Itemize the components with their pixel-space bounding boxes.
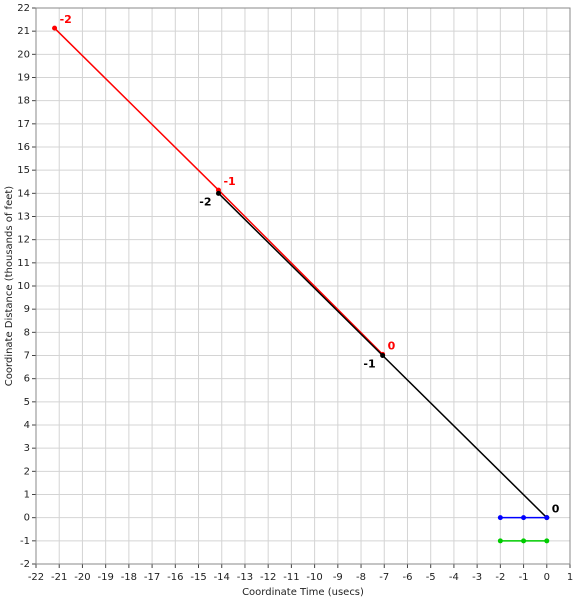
point bbox=[497, 515, 503, 521]
x-tick-label: -20 bbox=[74, 572, 90, 583]
y-tick-label: 21 bbox=[17, 26, 30, 37]
x-tick-label: -5 bbox=[426, 572, 436, 583]
point bbox=[544, 538, 550, 544]
x-tick-label: -15 bbox=[190, 572, 206, 583]
y-tick-label: 18 bbox=[17, 96, 30, 107]
x-tick-label: -19 bbox=[97, 572, 113, 583]
x-tick-label: -1 bbox=[519, 572, 529, 583]
x-tick-label: -9 bbox=[333, 572, 343, 583]
y-tick-label: 10 bbox=[17, 281, 30, 292]
y-tick-label: 11 bbox=[17, 258, 30, 269]
point bbox=[497, 538, 503, 544]
y-tick-label: 15 bbox=[17, 165, 30, 176]
x-tick-label: -11 bbox=[283, 572, 299, 583]
x-tick-label: 0 bbox=[544, 572, 550, 583]
y-tick-label: 7 bbox=[24, 351, 30, 362]
x-tick-label: -10 bbox=[306, 572, 322, 583]
point bbox=[215, 190, 221, 196]
y-tick-label: 12 bbox=[17, 235, 30, 246]
x-tick-label: 1 bbox=[567, 572, 573, 583]
y-tick-label: 20 bbox=[17, 49, 30, 60]
x-tick-label: -16 bbox=[167, 572, 183, 583]
point bbox=[380, 353, 386, 358]
y-tick-label: 0 bbox=[24, 513, 30, 524]
x-tick-label: -3 bbox=[472, 572, 482, 583]
point-label: -2 bbox=[199, 195, 211, 208]
x-tick-label: -21 bbox=[51, 572, 67, 583]
y-tick-label: 5 bbox=[24, 397, 30, 408]
y-tick-label: 9 bbox=[24, 304, 30, 315]
y-tick-label: 6 bbox=[24, 374, 30, 385]
point bbox=[544, 515, 550, 521]
y-tick-label: -1 bbox=[20, 536, 30, 547]
x-tick-label: -2 bbox=[495, 572, 505, 583]
x-tick-label: -6 bbox=[402, 572, 412, 583]
y-tick-label: 17 bbox=[17, 119, 30, 130]
y-tick-label: 22 bbox=[17, 3, 30, 14]
x-tick-label: -12 bbox=[260, 572, 276, 583]
x-tick-label: -22 bbox=[28, 572, 44, 583]
x-tick-label: -7 bbox=[379, 572, 389, 583]
x-tick-label: -4 bbox=[449, 572, 459, 583]
y-tick-label: 3 bbox=[24, 443, 30, 454]
point-label: -1 bbox=[363, 358, 375, 371]
x-tick-label: -8 bbox=[356, 572, 366, 583]
x-tick-label: -18 bbox=[121, 572, 137, 583]
y-tick-label: 4 bbox=[24, 420, 30, 431]
x-tick-label: -13 bbox=[237, 572, 253, 583]
point bbox=[521, 538, 527, 544]
point bbox=[521, 515, 527, 521]
point bbox=[52, 25, 58, 31]
point-label: 0 bbox=[388, 339, 396, 352]
x-axis-title: Coordinate Time (usecs) bbox=[242, 587, 364, 598]
y-tick-label: 2 bbox=[24, 466, 30, 477]
y-tick-label: 16 bbox=[17, 142, 30, 153]
x-tick-label: -17 bbox=[144, 572, 160, 583]
x-tick-label: -14 bbox=[214, 572, 230, 583]
y-tick-label: 1 bbox=[24, 490, 30, 501]
y-tick-label: 13 bbox=[17, 212, 30, 223]
point-label: -1 bbox=[223, 175, 235, 188]
plot-border bbox=[35, 7, 571, 565]
y-tick-label: 14 bbox=[17, 188, 30, 199]
y-axis-title: Coordinate Distance (thousands of feet) bbox=[4, 186, 15, 386]
point-label: -2 bbox=[60, 13, 72, 26]
point-label: 0 bbox=[552, 503, 560, 516]
y-tick-label: 19 bbox=[17, 73, 30, 84]
y-tick-label: 8 bbox=[24, 327, 30, 338]
y-tick-label: -2 bbox=[20, 559, 30, 570]
